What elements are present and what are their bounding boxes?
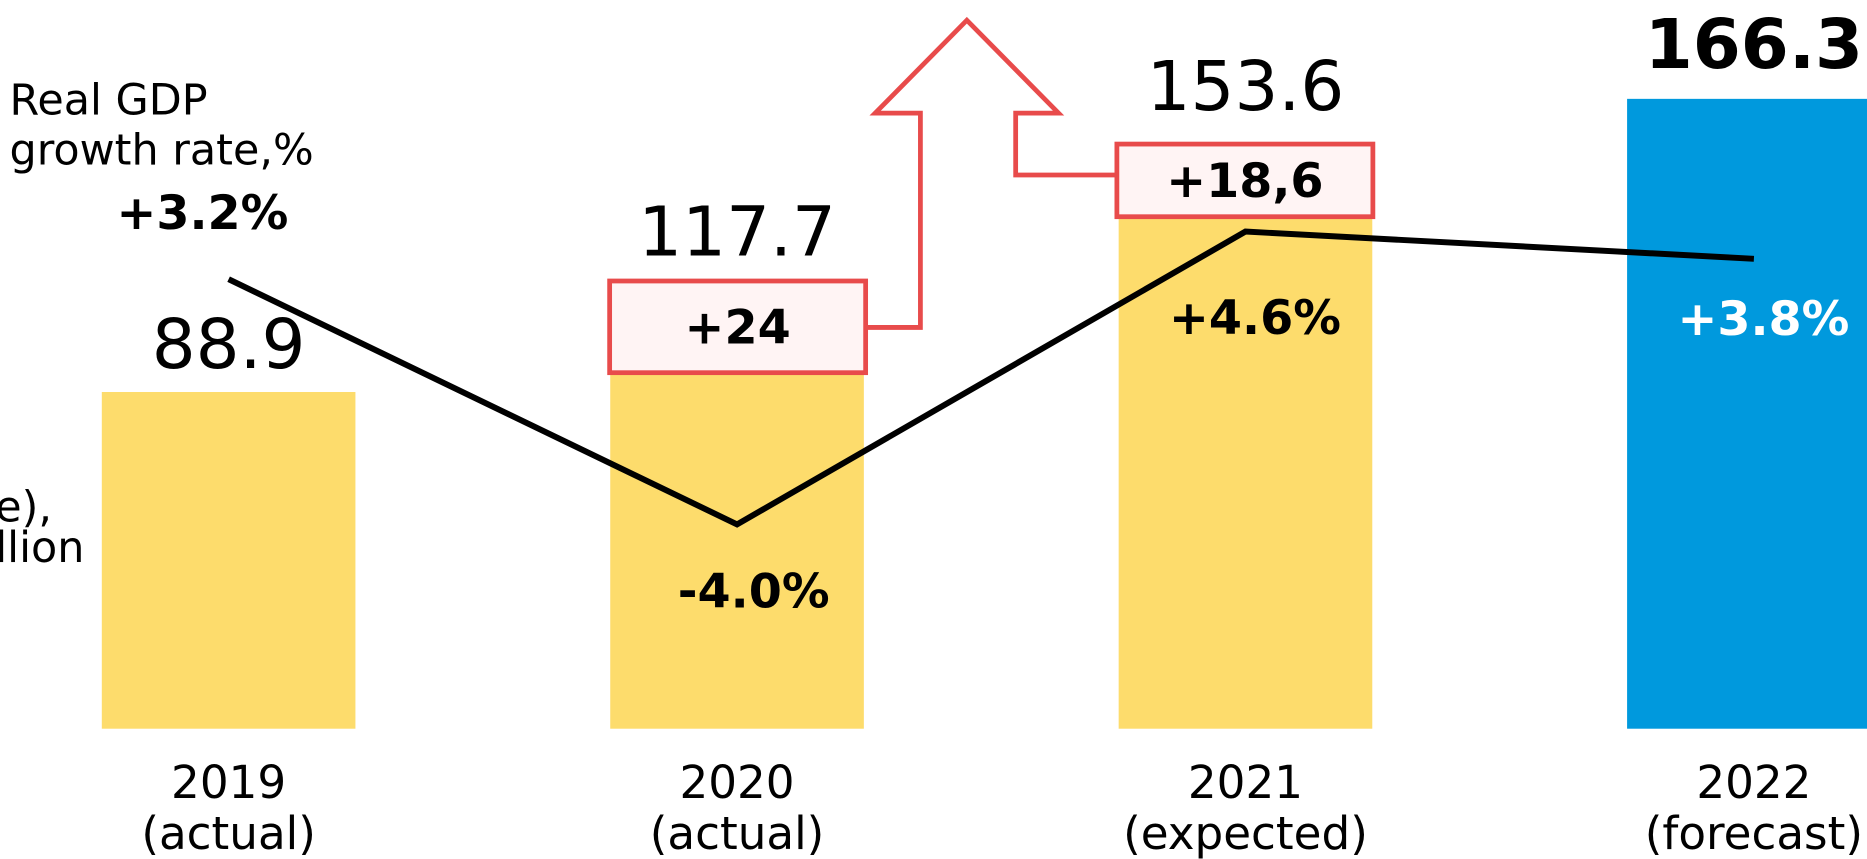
value-label: 117.7	[638, 193, 836, 273]
value-label: 166.3	[1645, 5, 1863, 85]
x-tick-label: 2021 (expected)	[1123, 756, 1368, 859]
growth-label: +4.6%	[1169, 291, 1341, 346]
annotation-label: +24	[685, 301, 791, 356]
x-tick-label: 2022 (forecast)	[1645, 756, 1863, 859]
growth-label: +3.8%	[1677, 292, 1849, 347]
increase-arrow	[865, 16, 1117, 330]
value-label: 153.6	[1147, 47, 1345, 127]
x-tick-label: 2019 (actual)	[141, 756, 316, 859]
annotation-box	[607, 278, 869, 376]
chart-body: Real GDP growth rate,% e), llion +24 +18,6…	[0, 5, 1867, 859]
value-label: 88.9	[152, 305, 306, 385]
legend-label: Real GDP growth rate,%	[10, 75, 314, 175]
axis-label-fragment: e),	[0, 483, 52, 533]
bar	[1118, 146, 1373, 729]
bar	[101, 392, 356, 729]
annotation-label: +18,6	[1166, 154, 1323, 209]
axis-label-fragment: llion	[0, 523, 84, 573]
x-tick-label: 2020 (actual)	[650, 756, 825, 859]
growth-label: +3.2%	[116, 186, 288, 241]
bar	[1627, 98, 1867, 729]
growth-label: -4.0%	[678, 565, 830, 620]
annotation-box	[1114, 141, 1376, 220]
growth-line	[227, 228, 1755, 528]
